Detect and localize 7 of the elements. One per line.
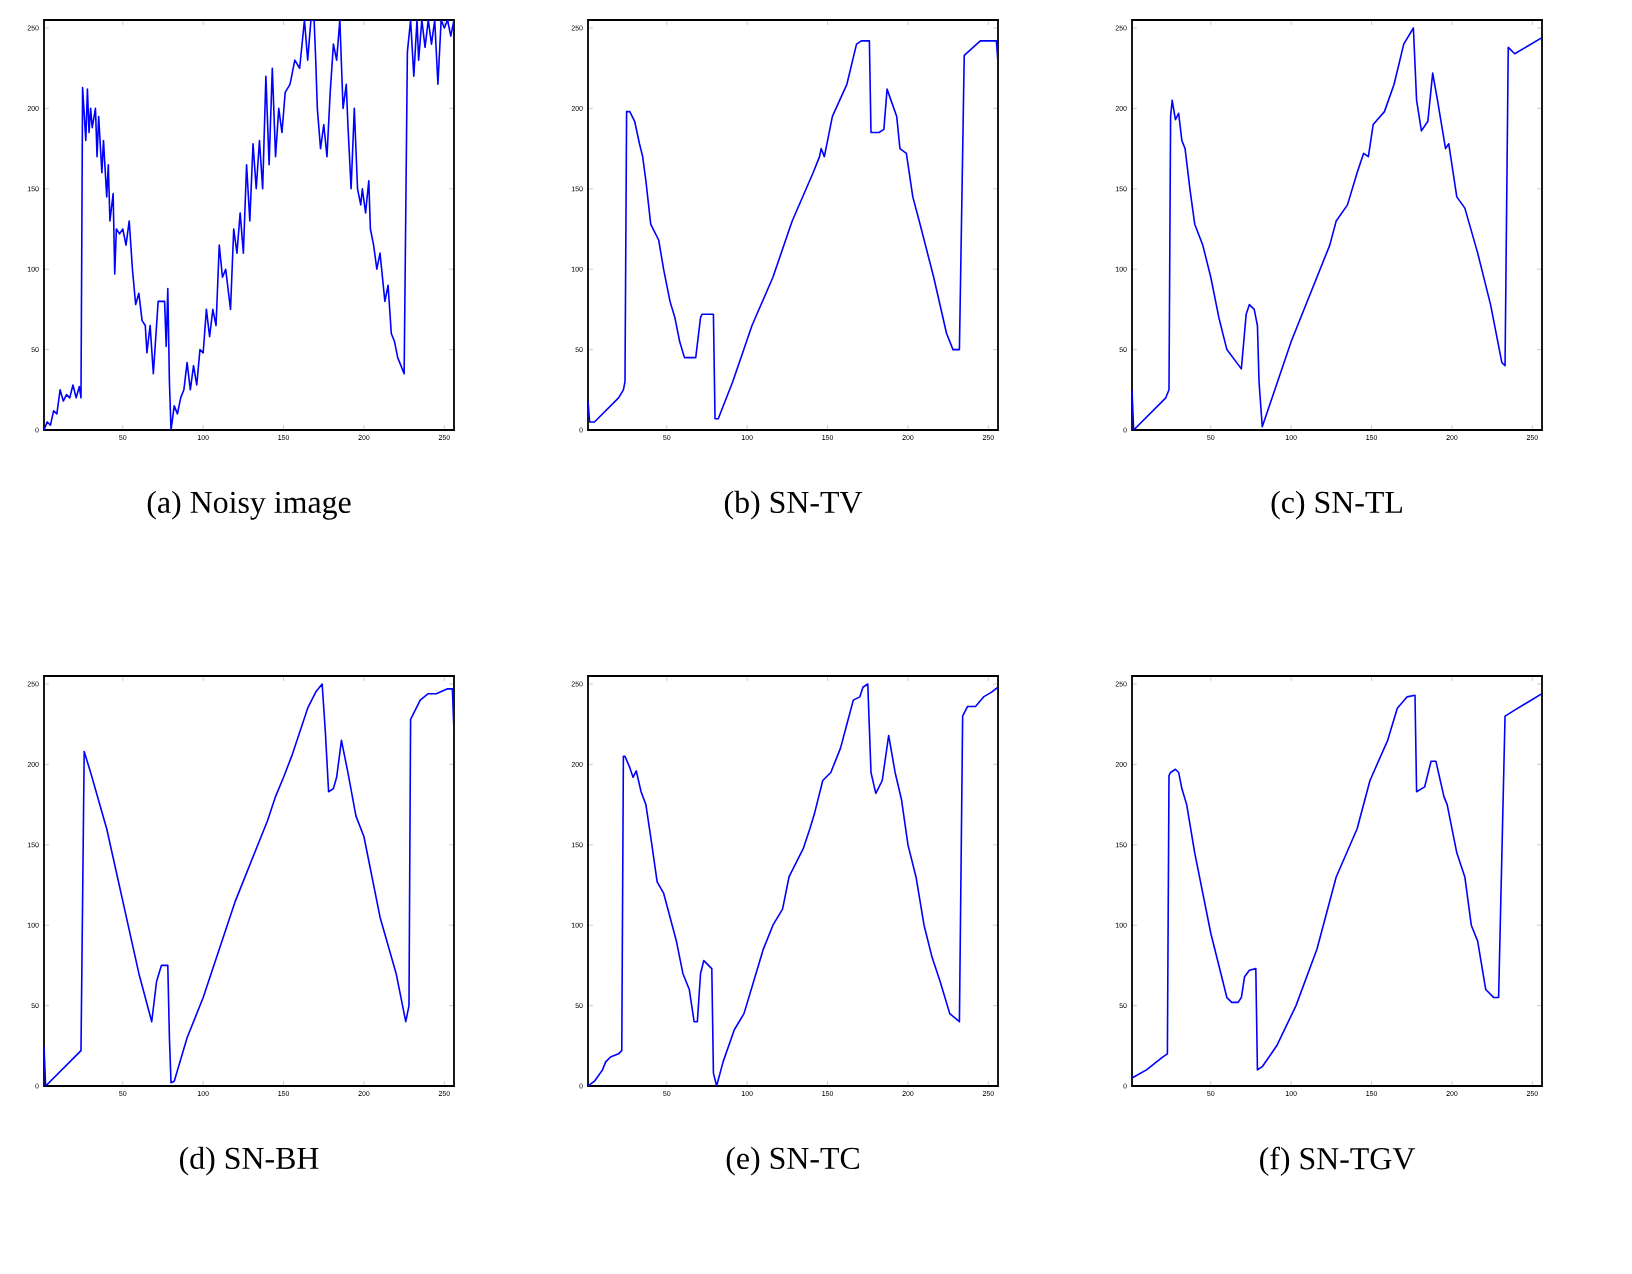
text: (f) SN-TGV — [1260, 1146, 1415, 1176]
text: (b) SN-TV — [724, 490, 863, 520]
line-series — [1132, 27, 1543, 430]
text: (a) Noisy image — [147, 490, 351, 520]
text: (e) SN-TC — [726, 1146, 859, 1176]
text: (d) SN-BH — [180, 1146, 319, 1176]
text: (c) SN-TL — [1271, 490, 1402, 520]
